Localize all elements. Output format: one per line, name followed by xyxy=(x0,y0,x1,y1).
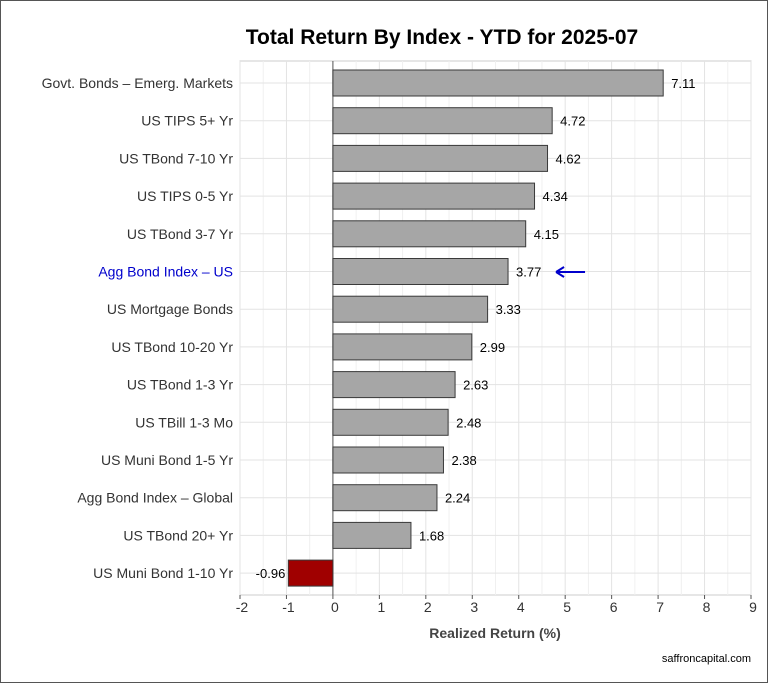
category-label: US TBond 7-10 Yr xyxy=(119,150,233,166)
x-tick-label: 0 xyxy=(331,599,339,615)
source-credit: saffroncapital.com xyxy=(662,653,751,665)
category-label: Agg Bond Index – US xyxy=(98,264,233,280)
category-label: US TBill 1-3 Mo xyxy=(135,414,233,430)
category-label: US Mortgage Bonds xyxy=(107,301,233,317)
category-label: US TBond 1-3 Yr xyxy=(127,377,233,393)
bar xyxy=(332,144,549,172)
category-label: US Muni Bond 1-10 Yr xyxy=(93,565,233,581)
x-tick-label: -2 xyxy=(236,599,249,615)
category-label: US TBond 20+ Yr xyxy=(123,527,233,543)
bar-value-label: 2.63 xyxy=(463,378,488,393)
x-tick-label: 4 xyxy=(517,599,525,615)
x-tick-label: 7 xyxy=(656,599,664,615)
x-tick-label: 8 xyxy=(703,599,711,615)
x-tick-label: -1 xyxy=(282,599,295,615)
category-label: Agg Bond Index – Global xyxy=(77,490,233,506)
bar-value-label: 2.48 xyxy=(456,415,481,430)
bar xyxy=(332,107,553,135)
x-axis-ticks: -2 -1 0 1 2 3 4 5 6 7 8 9 xyxy=(236,595,757,615)
x-tick-label: 5 xyxy=(563,599,571,615)
bar xyxy=(332,521,412,549)
bar xyxy=(332,295,489,323)
bar-value-label: 4.15 xyxy=(534,227,559,242)
bar xyxy=(332,258,509,285)
bar xyxy=(332,182,536,210)
x-tick-label: 6 xyxy=(610,599,618,615)
category-label: US TBond 10-20 Yr xyxy=(111,339,233,355)
bar-value-label: 3.33 xyxy=(496,302,521,317)
bar xyxy=(332,220,527,248)
bar-value-label: 2.24 xyxy=(445,491,470,506)
x-tick-label: 1 xyxy=(377,599,385,615)
x-axis-title: Realized Return (%) xyxy=(429,625,560,641)
x-tick-label: 2 xyxy=(424,599,432,615)
bar-value-label: 7.11 xyxy=(671,76,695,91)
bar-value-label: 3.77 xyxy=(516,265,541,280)
category-label: US TIPS 0-5 Yr xyxy=(137,188,233,204)
bar xyxy=(332,484,438,512)
x-tick-label: 3 xyxy=(470,599,478,615)
bars: 7.11 4.72 4.62 4.34 4.15 3.77 3.33 2.99 2.63 2.48… xyxy=(256,61,696,595)
chart-title: Total Return By Index - YTD for 2025-07 xyxy=(246,26,638,49)
bar xyxy=(332,371,456,399)
bar xyxy=(287,559,334,587)
bar-value-label: 1.68 xyxy=(419,528,444,543)
bar-value-label: 2.38 xyxy=(451,453,476,468)
highlight-arrow-icon xyxy=(555,266,586,278)
x-tick-label: 9 xyxy=(749,599,757,615)
category-labels: Govt. Bonds – Emerg. Markets US TIPS 5+ Y… xyxy=(42,75,234,581)
bar-value-label: 4.34 xyxy=(543,189,568,204)
bar xyxy=(332,446,444,474)
bar xyxy=(332,333,473,361)
category-label: US Muni Bond 1-5 Yr xyxy=(101,452,233,468)
bar-value-label: -0.96 xyxy=(256,566,286,581)
bar xyxy=(332,408,449,436)
bar xyxy=(332,69,664,97)
category-label: Govt. Bonds – Emerg. Markets xyxy=(42,75,233,91)
bar-value-label: 2.99 xyxy=(480,340,505,355)
bar-value-label: 4.62 xyxy=(556,151,581,166)
category-label: US TIPS 5+ Yr xyxy=(141,113,233,129)
category-label: US TBond 3-7 Yr xyxy=(127,226,233,242)
bar-value-label: 4.72 xyxy=(560,114,585,129)
